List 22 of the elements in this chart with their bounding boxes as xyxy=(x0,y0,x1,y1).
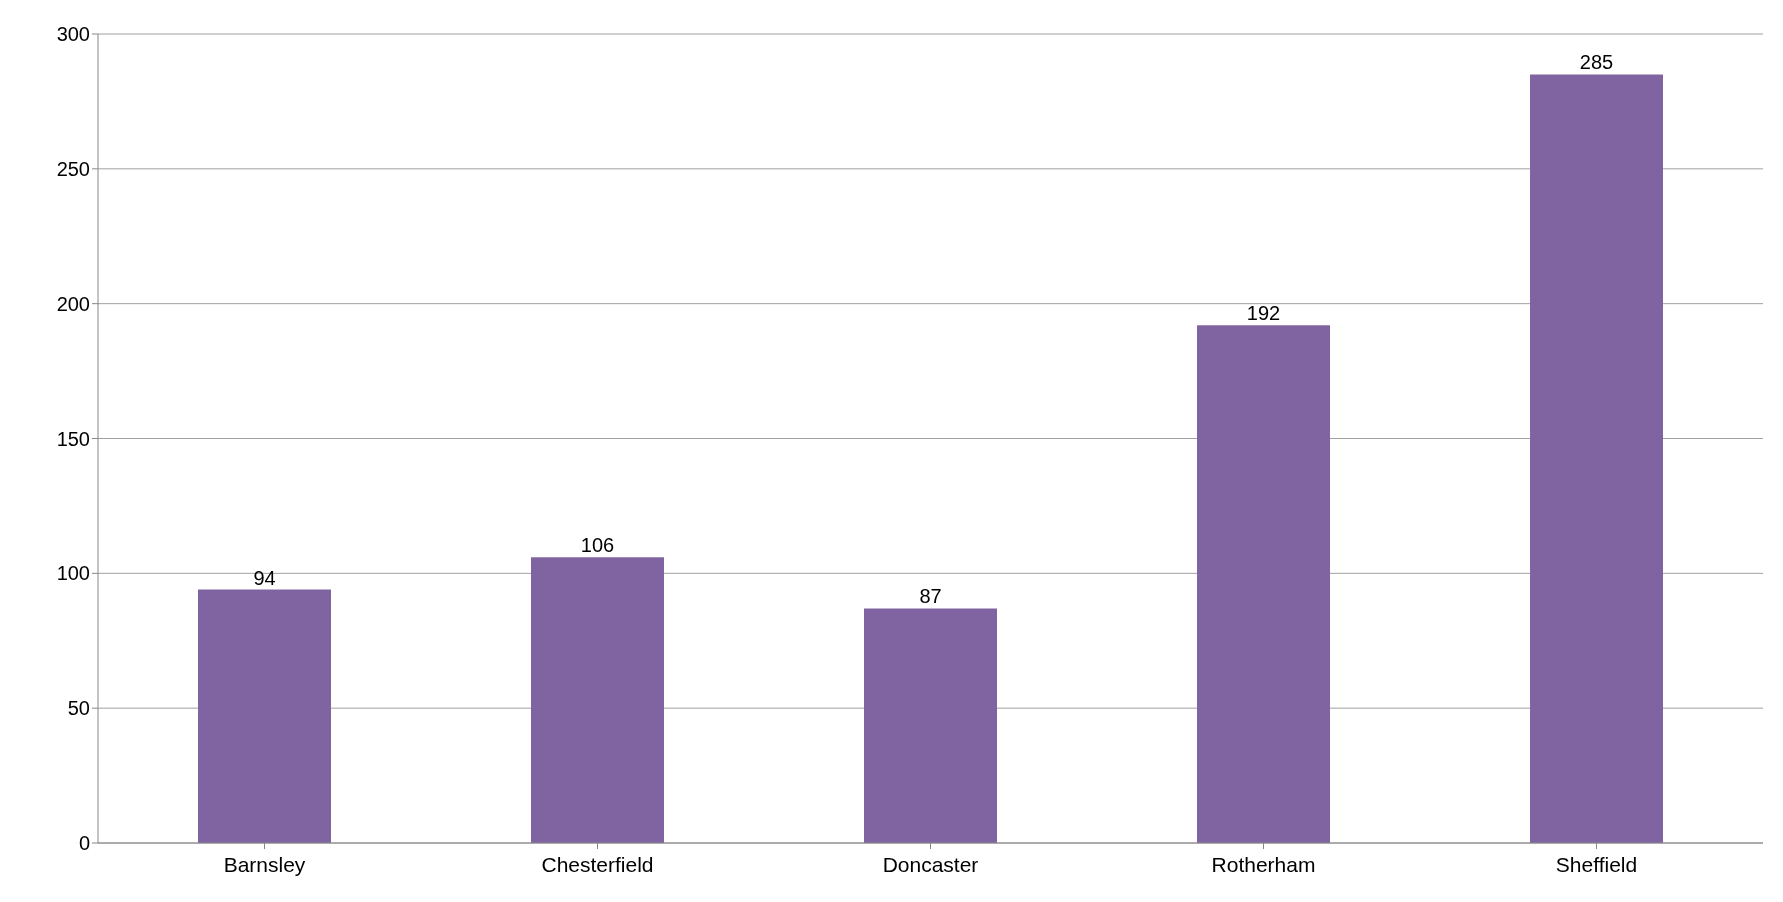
x-tick-label: Sheffield xyxy=(1555,852,1638,876)
bar xyxy=(1530,74,1663,843)
x-tick-label: Barnsley xyxy=(223,852,306,876)
y-tick-label: 50 xyxy=(67,697,90,720)
data-label: 285 xyxy=(1579,51,1614,74)
data-label: 87 xyxy=(919,585,942,608)
bar xyxy=(531,557,664,843)
data-label: 94 xyxy=(253,566,276,589)
x-tick-label: Doncaster xyxy=(882,852,979,876)
bar xyxy=(198,589,331,843)
data-label: 106 xyxy=(580,534,615,557)
y-tick-label: 250 xyxy=(56,157,90,180)
data-label: 192 xyxy=(1246,302,1281,325)
x-tick-label: Rotherham xyxy=(1211,852,1316,876)
y-tick-label: 100 xyxy=(56,562,90,585)
y-tick-label: 200 xyxy=(56,292,90,315)
y-tick-label: 0 xyxy=(78,832,90,855)
bar xyxy=(1197,325,1330,843)
y-tick-label: 150 xyxy=(56,427,90,450)
x-tick-label: Chesterfield xyxy=(541,852,654,876)
y-tick-label: 300 xyxy=(56,23,90,46)
bar xyxy=(864,608,997,843)
